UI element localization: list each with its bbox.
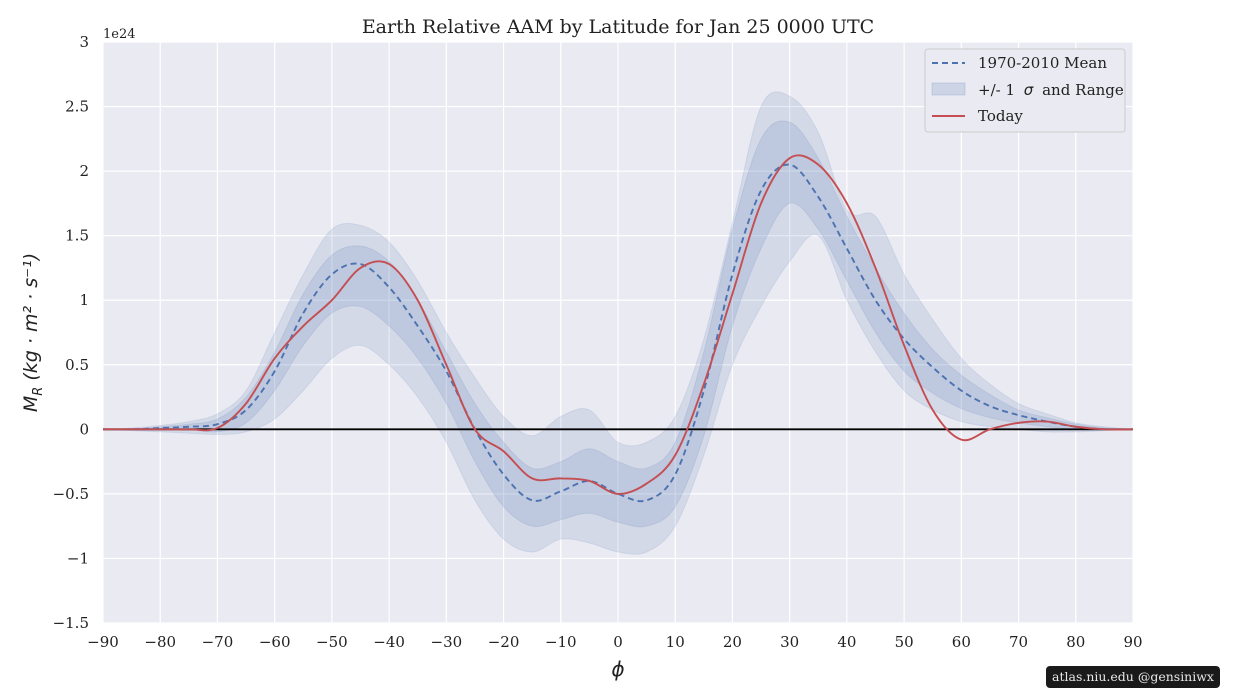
legend: 1970-2010 Mean +/- 1 σ and Range Today bbox=[924, 48, 1126, 133]
x-tick-label: 80 bbox=[1066, 633, 1085, 651]
x-tick-label: −60 bbox=[259, 633, 291, 651]
y-tick-label: 1.5 bbox=[65, 227, 89, 245]
legend-today-label: Today bbox=[978, 107, 1023, 125]
legend-band-sigma: σ bbox=[1024, 81, 1034, 99]
x-tick-label: 50 bbox=[895, 633, 914, 651]
x-tick-label: 90 bbox=[1123, 633, 1142, 651]
x-tick-label: −80 bbox=[144, 633, 176, 651]
y-tick-label: 0 bbox=[79, 420, 89, 438]
x-tick-label: −50 bbox=[316, 633, 348, 651]
x-tick-label: −30 bbox=[431, 633, 463, 651]
x-tick-label: −40 bbox=[373, 633, 405, 651]
legend-band-label: +/- 1 σ and Range bbox=[978, 81, 1124, 99]
y-tick-label: −1.5 bbox=[53, 614, 89, 632]
x-tick-label: 60 bbox=[952, 633, 971, 651]
x-tick-label: 30 bbox=[780, 633, 799, 651]
x-tick-label: −70 bbox=[202, 633, 234, 651]
y-tick-label: 3 bbox=[79, 33, 89, 51]
x-tick-label: −90 bbox=[87, 633, 119, 651]
y-tick-label: 2 bbox=[79, 162, 89, 180]
y-tick-label: 1 bbox=[79, 291, 89, 309]
x-tick-label: −20 bbox=[488, 633, 520, 651]
series-lines bbox=[102, 154, 1134, 503]
y-tick-label: 0.5 bbox=[65, 356, 89, 374]
x-tick-label: 70 bbox=[1009, 633, 1028, 651]
y-tick-label: −0.5 bbox=[53, 485, 89, 503]
x-axis-label: ϕ bbox=[611, 657, 624, 681]
legend-mean-label: 1970-2010 Mean bbox=[978, 54, 1107, 72]
chart-title: Earth Relative AAM by Latitude for Jan 2… bbox=[362, 16, 874, 38]
tick-labels: −90 −80 −70 −60 −50 −40 −30 −20 −10 0 10 20 30 40 50 60… bbox=[53, 33, 1143, 651]
legend-band-prefix: +/- 1 bbox=[978, 81, 1015, 99]
legend-band-suffix: and Range bbox=[1042, 81, 1124, 99]
today-line bbox=[103, 154, 1134, 495]
x-tick-label: 10 bbox=[666, 633, 685, 651]
y-axis-label: MR (kg · m² · s⁻¹) bbox=[20, 253, 46, 412]
x-tick-label: −10 bbox=[545, 633, 577, 651]
legend-frame bbox=[924, 48, 1126, 133]
mean-line bbox=[102, 163, 1134, 503]
credit-badge: atlas.niu.edu @gensiniwx bbox=[1046, 666, 1220, 688]
y-tick-label: −1 bbox=[67, 549, 89, 567]
y-offset-label: 1e24 bbox=[103, 27, 136, 42]
x-tick-label: 40 bbox=[837, 633, 856, 651]
x-tick-label: 0 bbox=[613, 633, 623, 651]
x-tick-label: 20 bbox=[723, 633, 742, 651]
legend-band-swatch bbox=[931, 82, 966, 96]
y-tick-label: 2.5 bbox=[65, 98, 89, 116]
